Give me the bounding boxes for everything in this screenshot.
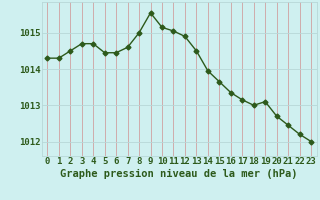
X-axis label: Graphe pression niveau de la mer (hPa): Graphe pression niveau de la mer (hPa)	[60, 168, 298, 179]
